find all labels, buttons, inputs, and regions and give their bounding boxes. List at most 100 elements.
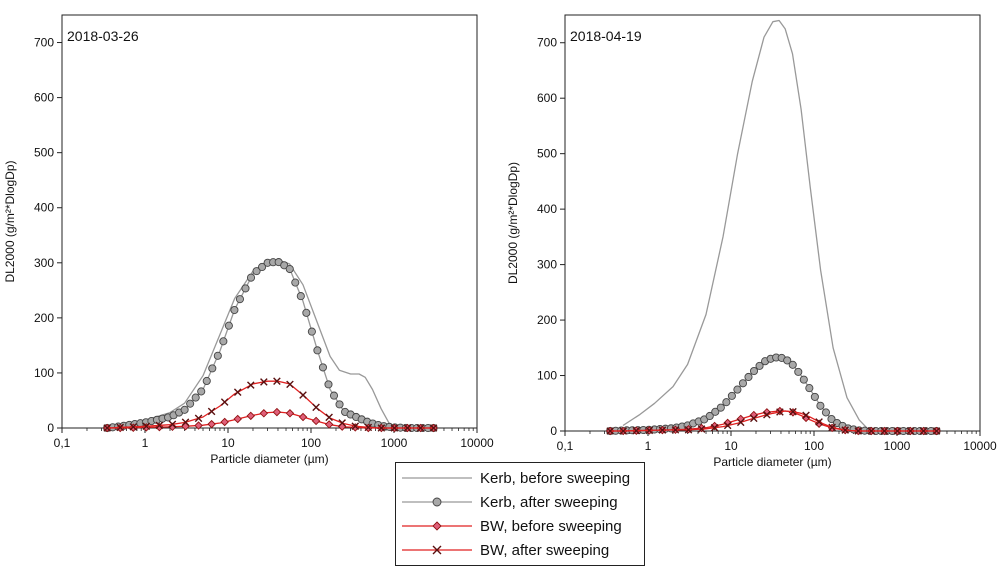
data-point <box>213 351 222 360</box>
data-point <box>429 424 438 432</box>
y-tick-label: 600 <box>537 91 557 105</box>
y-tick-label: 600 <box>34 91 54 105</box>
data-point <box>299 391 307 399</box>
data-point <box>103 424 111 432</box>
data-point <box>867 427 876 435</box>
data-point <box>351 422 360 430</box>
x-axis-label: Particle diameter (µm) <box>713 455 831 469</box>
data-point <box>312 403 320 412</box>
data-point <box>880 427 889 435</box>
data-point <box>258 262 267 272</box>
data-point <box>733 385 742 394</box>
legend-item-kerb-after: Kerb, after sweeping <box>402 491 618 513</box>
y-tick-label: 500 <box>34 146 54 160</box>
data-point <box>723 421 732 430</box>
data-point <box>802 411 810 420</box>
data-point <box>827 414 836 424</box>
chart-panel-right: 0 100 200 300 400 500 600 700 0,1 1 10 100 1000 10000… <box>506 14 997 469</box>
data-point <box>186 399 195 408</box>
data-point <box>116 423 125 432</box>
data-point <box>246 411 256 421</box>
x-tick-label: 1000 <box>884 439 911 453</box>
data-point <box>799 375 808 384</box>
data-point <box>932 427 941 435</box>
series-kerb-after-sweeping <box>606 353 941 436</box>
panel-date-label: 2018-03-26 <box>67 28 139 44</box>
data-point <box>302 308 311 317</box>
data-point <box>794 367 803 376</box>
y-tick-label: 0 <box>550 424 557 438</box>
data-point <box>658 426 667 434</box>
x-tick-label: 1 <box>142 436 149 450</box>
data-point <box>893 427 902 435</box>
y-tick-label: 500 <box>537 147 557 161</box>
legend-label-bw-before: BW, before sweeping <box>480 517 622 535</box>
data-point <box>233 388 242 396</box>
x-axis-label: Particle diameter (µm) <box>210 452 328 466</box>
data-point <box>191 393 200 402</box>
data-point <box>364 423 373 432</box>
panel-date-label: 2018-04-19 <box>570 28 642 44</box>
x-tick-label: 1000 <box>381 436 408 450</box>
data-point <box>749 414 758 423</box>
y-tick-label: 0 <box>47 421 54 435</box>
data-point <box>325 413 333 422</box>
data-point <box>722 398 731 407</box>
data-point <box>776 408 784 416</box>
series-line <box>107 261 434 429</box>
data-point <box>194 414 203 423</box>
data-point <box>230 305 239 315</box>
plot-frame <box>564 14 981 432</box>
x-tick-label: 10000 <box>460 436 494 450</box>
y-tick-label: 200 <box>34 311 54 325</box>
y-tick-label: 400 <box>34 201 54 215</box>
series-kerb-after-sweeping <box>103 258 438 433</box>
data-point <box>828 423 836 432</box>
data-point <box>168 420 177 429</box>
data-point <box>285 409 295 418</box>
data-point <box>207 407 216 416</box>
legend-item-kerb-before: Kerb, before sweeping <box>402 467 630 489</box>
y-tick-label: 400 <box>537 202 557 216</box>
data-point <box>208 364 217 373</box>
data-point <box>632 426 641 435</box>
series-line <box>107 259 401 429</box>
data-point <box>252 267 261 276</box>
data-point <box>260 378 268 386</box>
x-tick-label: 100 <box>804 439 824 453</box>
data-point <box>338 419 346 427</box>
data-point <box>311 416 321 426</box>
data-point <box>296 292 305 301</box>
series-line <box>610 356 937 432</box>
data-point <box>788 360 797 369</box>
data-point <box>416 424 425 432</box>
series-line <box>622 19 873 432</box>
series-kerb-before-sweeping <box>107 259 401 429</box>
y-tick-label: 700 <box>537 36 557 50</box>
data-point <box>403 424 412 432</box>
data-point <box>155 421 164 430</box>
series-bw-after-sweeping <box>606 407 941 435</box>
data-point <box>259 409 269 418</box>
legend-label-bw-after: BW, after sweeping <box>480 541 610 559</box>
data-point <box>854 427 863 435</box>
data-point <box>390 424 399 432</box>
data-point <box>783 356 792 365</box>
data-point <box>273 377 281 385</box>
data-point <box>710 423 719 432</box>
data-point <box>335 400 344 409</box>
data-point <box>168 422 177 432</box>
data-point <box>671 426 680 434</box>
series-line <box>610 410 937 432</box>
series-bw-after-sweeping <box>103 377 438 432</box>
data-point <box>789 407 797 416</box>
data-point <box>755 361 764 370</box>
legend-label-kerb-after: Kerb, after sweeping <box>480 493 618 511</box>
x-tick-label: 0,1 <box>54 436 71 450</box>
data-point <box>377 424 386 432</box>
data-point <box>324 420 334 429</box>
legend-item-bw-before: BW, before sweeping <box>402 515 622 537</box>
y-tick-label: 200 <box>537 313 557 327</box>
x-tick-label: 0,1 <box>557 439 574 453</box>
